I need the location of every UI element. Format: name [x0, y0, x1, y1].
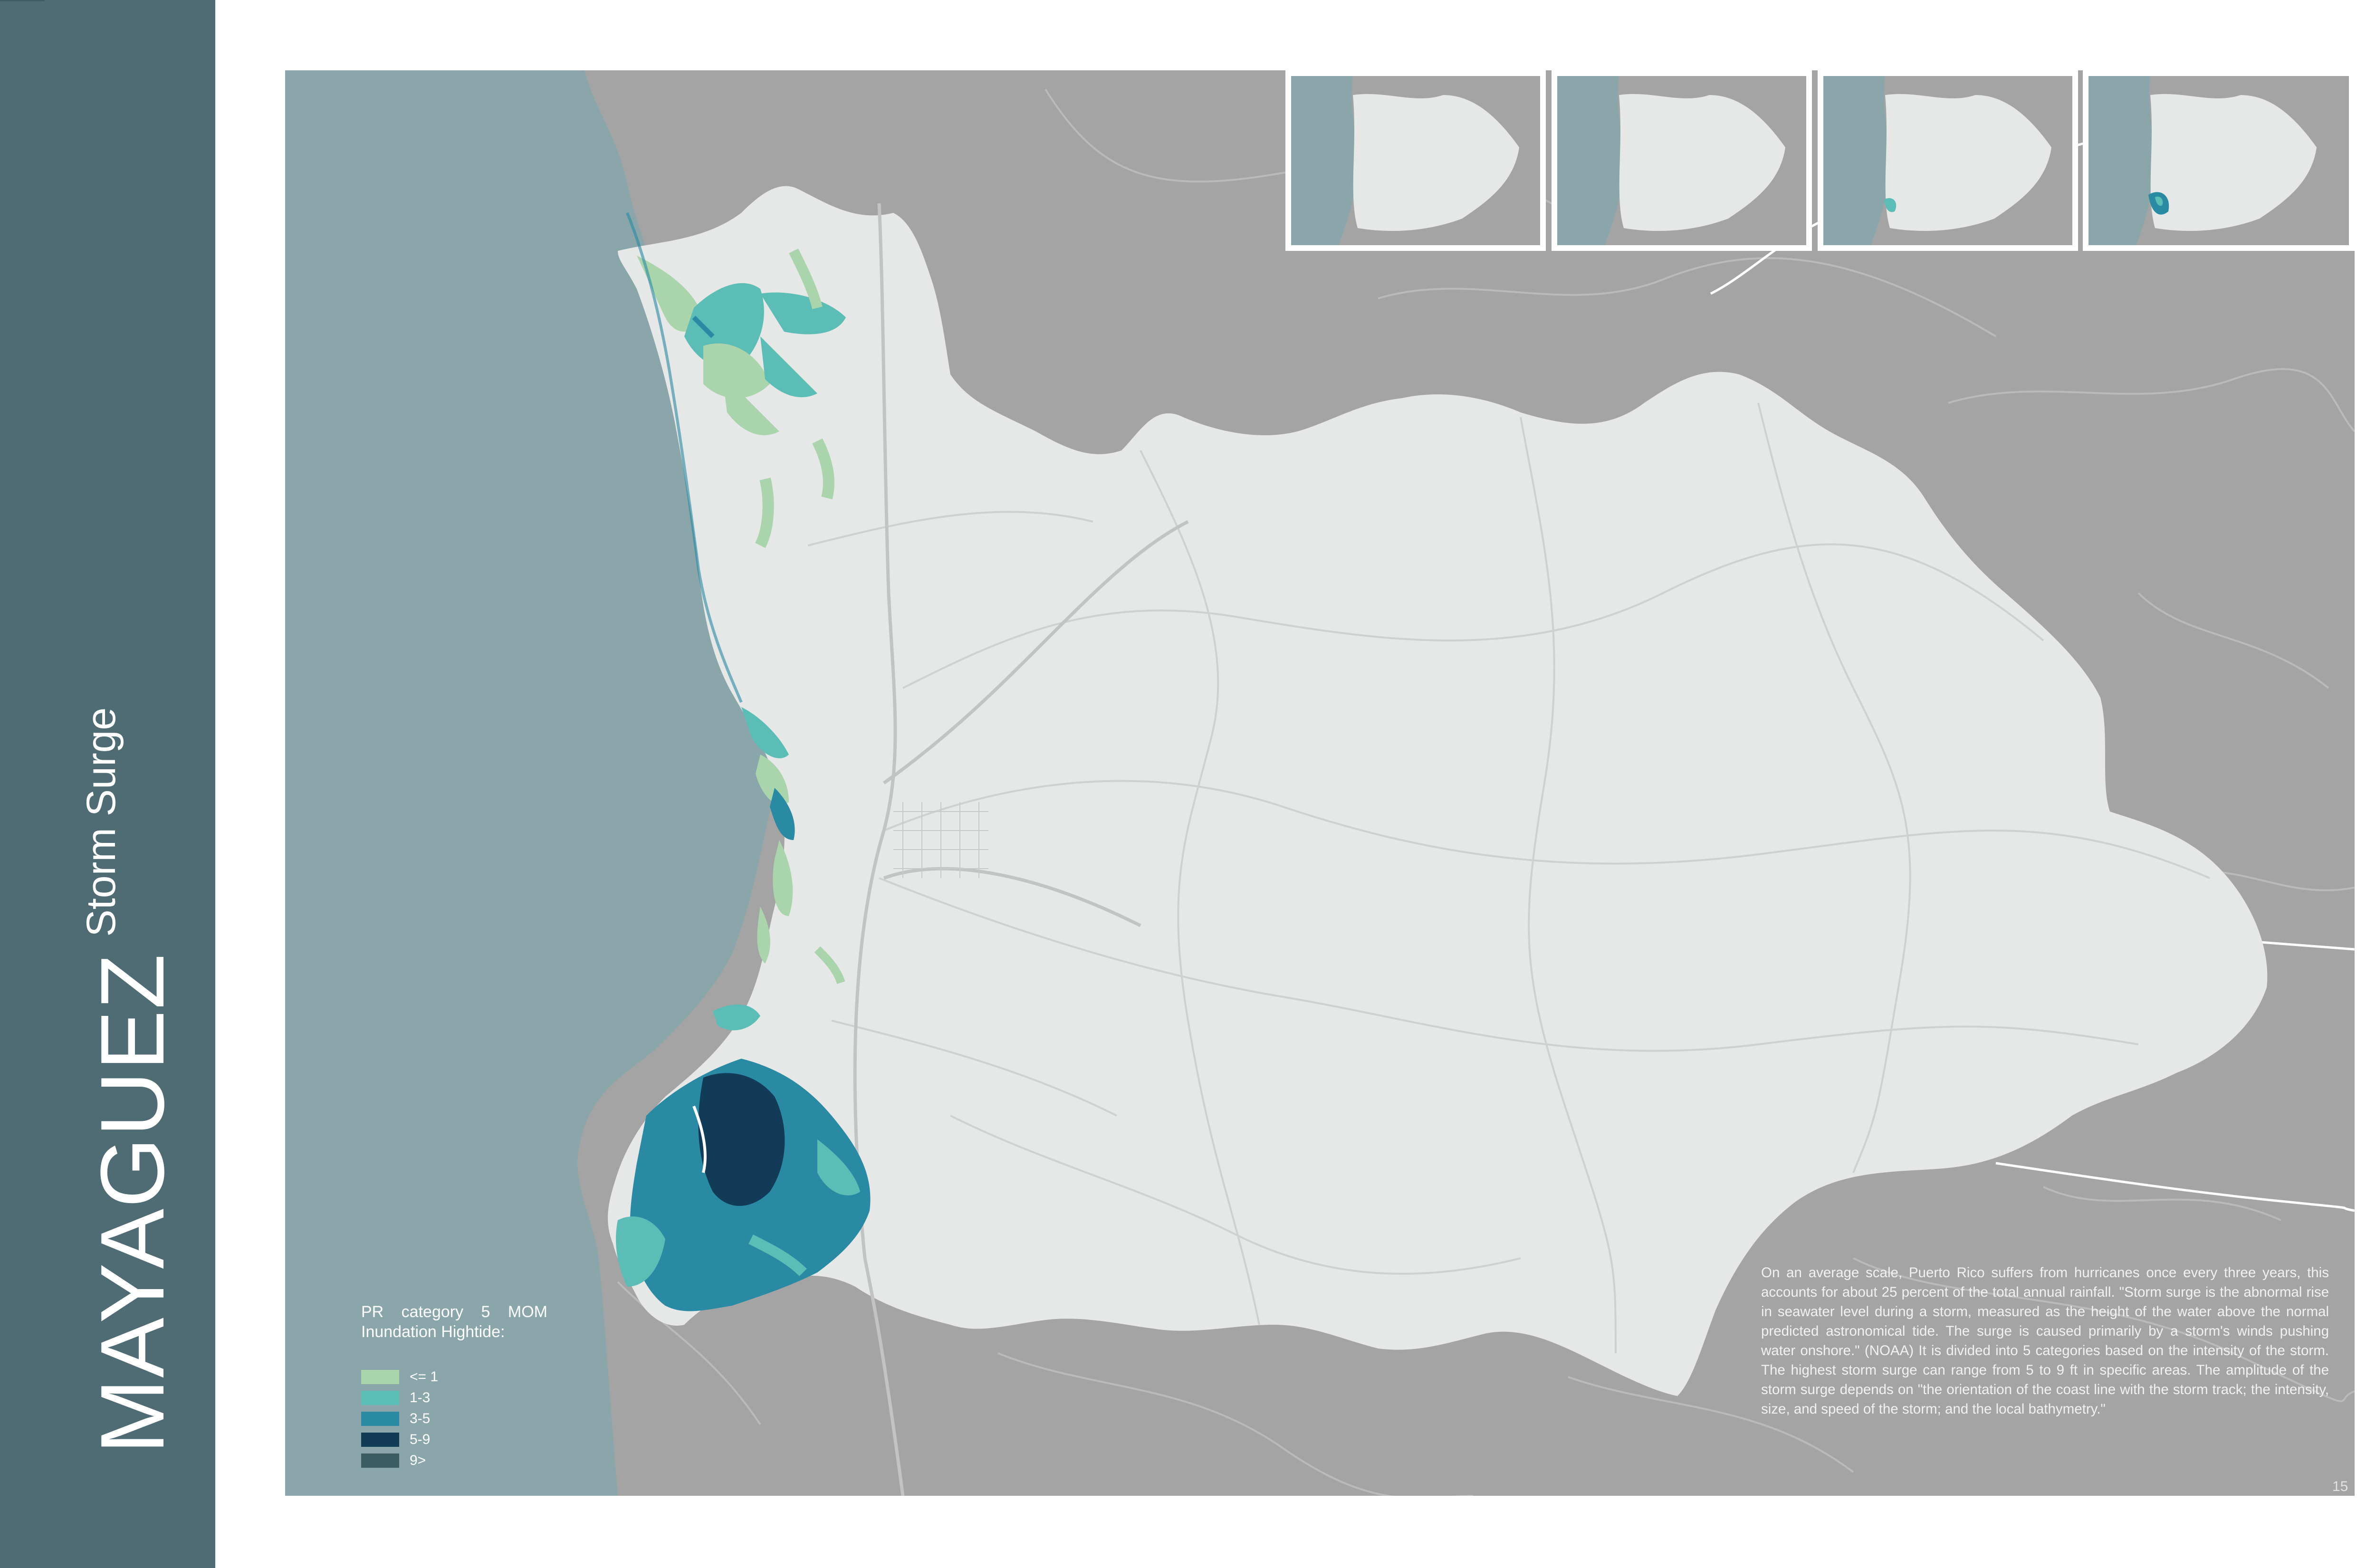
page-subtitle: Storm Surge	[78, 707, 124, 937]
legend-items: <= 1 1-3 3-5 5-9 9>	[361, 1367, 580, 1471]
coastline-edge	[626, 212, 743, 703]
legend-swatch	[361, 1453, 399, 1468]
inset-1-canvas	[1291, 76, 1519, 245]
legend-swatch	[361, 1433, 399, 1447]
legend-title-line1: PR category 5 MOM	[361, 1303, 547, 1321]
map-canvas	[285, 70, 2355, 1496]
legend-label: 5-9	[410, 1432, 431, 1447]
sea-area	[285, 70, 773, 1496]
inset-3-canvas	[1823, 76, 2051, 245]
legend-item: 3-5	[361, 1408, 580, 1429]
sidebar: MAYAGUEZ Storm Surge MAYAGUEZ Storm Surg…	[0, 0, 215, 1568]
inset-2-canvas	[1557, 76, 1785, 245]
main-map	[285, 70, 2355, 1496]
inset-map-3	[1818, 70, 2078, 251]
legend-swatch	[361, 1370, 399, 1384]
legend-item: 5-9	[361, 1429, 580, 1450]
legend-label: 9>	[410, 1453, 426, 1468]
inset-map-2	[1552, 70, 1812, 251]
page-number: 15	[2332, 1479, 2348, 1494]
internal-roads	[807, 402, 2210, 1354]
municipality-area	[608, 186, 2268, 1396]
legend-item: 1-3	[361, 1387, 580, 1408]
legend-title-line2: Inundation Hightide:	[361, 1323, 505, 1341]
surge-south	[616, 1004, 871, 1311]
title-shadow-text: MAYAGUEZ	[0, 0, 66, 9]
surge-central	[741, 707, 845, 985]
page-title-text: MAYAGUEZ	[82, 953, 183, 1454]
title-shadow: MAYAGUEZ Storm Surge	[0, 0, 66, 9]
legend-item: <= 1	[361, 1367, 580, 1387]
page-title: MAYAGUEZ Storm Surge	[78, 707, 184, 1454]
legend-swatch	[361, 1391, 399, 1405]
legend-title: PR category 5 MOM Inundation Hightide:	[361, 1302, 580, 1342]
legend-swatch	[361, 1412, 399, 1426]
inset-map-4	[2083, 70, 2355, 251]
legend-label: 1-3	[410, 1390, 431, 1405]
inset-4-canvas	[2089, 76, 2317, 245]
description-text: On an average scale, Puerto Rico suffers…	[1761, 1265, 2329, 1417]
legend-label: 3-5	[410, 1411, 431, 1426]
outside-roads	[617, 88, 2355, 1496]
surge-north	[637, 249, 846, 548]
urban-grid	[893, 802, 988, 878]
inset-map-1	[1285, 70, 1546, 251]
main-highways	[853, 203, 1189, 1496]
legend-item: 9>	[361, 1450, 580, 1471]
legend-label: <= 1	[410, 1369, 439, 1385]
map-legend: PR category 5 MOM Inundation Hightide: <…	[361, 1302, 580, 1471]
